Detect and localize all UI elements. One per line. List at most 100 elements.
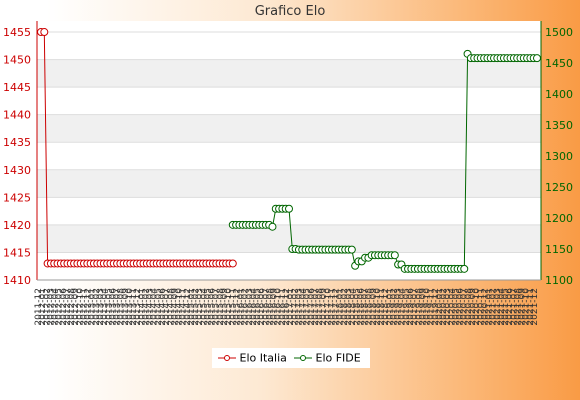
x-tick-label: 2015-04 bbox=[199, 288, 209, 326]
x-tick-label: 2017-04 bbox=[299, 288, 309, 326]
y-left-tick-label: 1425 bbox=[3, 191, 31, 204]
x-tick-label: 2017-10 bbox=[323, 288, 333, 326]
x-tick-label: 2018-02 bbox=[340, 288, 350, 326]
y-left-tick-label: 1420 bbox=[3, 219, 31, 232]
x-tick-label: 2012-12 bbox=[84, 288, 94, 326]
x-tick-label: 2019-12 bbox=[431, 288, 441, 326]
x-tick-label: 2013-10 bbox=[125, 288, 135, 326]
x-tick-label: 2018-03 bbox=[344, 288, 354, 326]
x-tick-label: 2021-09 bbox=[518, 288, 528, 326]
x-tick-label: 2012-02 bbox=[42, 288, 52, 326]
x-tick-label: 2013-01 bbox=[88, 288, 98, 326]
x-tick-label: 2015-10 bbox=[224, 288, 234, 326]
x-tick-label: 2014-08 bbox=[166, 288, 176, 326]
x-tick-label: 2014-03 bbox=[146, 288, 156, 326]
x-tick-label: 2021-07 bbox=[509, 288, 519, 326]
x-tick-label: 2018-11 bbox=[377, 288, 387, 326]
x-tick-label: 2012-03 bbox=[46, 288, 56, 326]
x-tick-label: 2019-04 bbox=[398, 288, 408, 326]
x-tick-label: 2013-06 bbox=[108, 288, 118, 326]
y-left-tick-label: 1440 bbox=[3, 109, 31, 122]
x-tick-label: 2013-09 bbox=[121, 288, 131, 326]
x-tick-label: 2020-01 bbox=[435, 288, 445, 326]
x-tick-label: 2019-05 bbox=[402, 288, 412, 326]
x-tick-label: 2013-04 bbox=[100, 288, 110, 326]
data-point-elo-fide bbox=[390, 251, 399, 260]
x-tick-label: 2017-07 bbox=[311, 288, 321, 326]
x-tick-label: 2019-06 bbox=[406, 288, 416, 326]
legend-swatch-elo-fide bbox=[294, 355, 312, 361]
y-left-tick-label: 1445 bbox=[3, 81, 31, 94]
x-tick-label: 2013-03 bbox=[96, 288, 106, 326]
x-tick-label: 2020-06 bbox=[456, 288, 466, 326]
x-tick-label: 2015-09 bbox=[220, 288, 230, 326]
data-point-elo-fide bbox=[268, 222, 277, 231]
x-tick-label: 2012-10 bbox=[75, 288, 85, 326]
x-tick-label: 2020-03 bbox=[443, 288, 453, 326]
x-tick-label: 2018-09 bbox=[369, 288, 379, 326]
x-tick-label: 2018-07 bbox=[361, 288, 371, 326]
x-tick-label: 2014-06 bbox=[158, 288, 168, 326]
x-tick-label: 2014-09 bbox=[170, 288, 180, 326]
grid-band bbox=[37, 114, 541, 143]
x-tick-label: 2018-05 bbox=[352, 288, 362, 326]
x-tick-label: 2017-03 bbox=[294, 288, 304, 326]
x-tick-label: 2015-05 bbox=[203, 288, 213, 326]
y-left-tick-label: 1410 bbox=[3, 274, 31, 287]
y-left-tick-label: 1450 bbox=[3, 54, 31, 67]
legend-item-elo-fide: Elo FIDE bbox=[294, 351, 361, 365]
x-tick-label: 2015-02 bbox=[191, 288, 201, 326]
x-tick-label: 2021-08 bbox=[513, 288, 523, 326]
x-tick-label: 2016-06 bbox=[257, 288, 267, 326]
x-tick-label: 2020-08 bbox=[464, 288, 474, 326]
x-tick-label: 2012-07 bbox=[63, 288, 73, 326]
x-tick-label: 2013-07 bbox=[113, 288, 123, 326]
x-tick-label: 2013-12 bbox=[133, 288, 143, 326]
x-tick-label: 2014-04 bbox=[150, 288, 160, 326]
legend-label-elo-fide: Elo FIDE bbox=[315, 351, 361, 365]
y-right-tick-label: 1250 bbox=[545, 181, 573, 194]
x-tick-label: 2018-06 bbox=[356, 288, 366, 326]
data-point-elo-fide bbox=[533, 54, 541, 63]
y-right-tick-label: 1150 bbox=[545, 243, 573, 256]
y-left-tick-label: 1435 bbox=[3, 136, 31, 149]
y-right-tick-label: 1100 bbox=[545, 274, 573, 287]
x-tick-label: 2015-03 bbox=[195, 288, 205, 326]
data-point-elo-italia bbox=[228, 259, 237, 268]
x-tick-label: 2015-07 bbox=[212, 288, 222, 326]
x-tick-label: 2021-11 bbox=[526, 288, 536, 326]
y-right-tick-label: 1200 bbox=[545, 212, 573, 225]
grid-band bbox=[37, 169, 541, 198]
x-tick-label: 2020-05 bbox=[451, 288, 461, 326]
x-tick-label: 2014-07 bbox=[162, 288, 172, 326]
x-tick-label: 2015-11 bbox=[228, 288, 238, 326]
x-tick-label: 2016-01 bbox=[237, 288, 247, 326]
x-tick-label: 2019-11 bbox=[427, 288, 437, 326]
x-tick-label: 2017-02 bbox=[290, 288, 300, 326]
y-left-tick-label: 1430 bbox=[3, 164, 31, 177]
x-tick-label: 2016-04 bbox=[249, 288, 259, 326]
x-tick-label: 2012-01 bbox=[38, 288, 48, 326]
x-tick-label: 2020-10 bbox=[472, 288, 482, 326]
x-tick-label: 2021-05 bbox=[501, 288, 511, 326]
x-tick-label: 2014-11 bbox=[179, 288, 189, 326]
y-left-tick-label: 1415 bbox=[3, 246, 31, 259]
x-tick-label: 2012-05 bbox=[55, 288, 65, 326]
x-tick-label: 2021-03 bbox=[493, 288, 503, 326]
x-tick-label: 2018-10 bbox=[373, 288, 383, 326]
x-tick-label: 2021-01 bbox=[485, 288, 495, 326]
x-tick-label: 2019-10 bbox=[423, 288, 433, 326]
chart-title: Grafico Elo bbox=[254, 4, 326, 19]
data-point-elo-fide bbox=[460, 264, 469, 273]
x-tick-label: 2014-05 bbox=[154, 288, 164, 326]
x-tick-label: 2017-08 bbox=[315, 288, 325, 326]
x-tick-label: 2015-06 bbox=[208, 288, 218, 326]
x-tick-label: 2020-12 bbox=[480, 288, 490, 326]
x-tick-label: 2016-11 bbox=[278, 288, 288, 326]
x-tick-label: 2014-10 bbox=[175, 288, 185, 326]
x-tick-label: 2015-12 bbox=[232, 288, 242, 326]
x-tick-label: 2021-12 bbox=[530, 288, 540, 326]
x-tick-label: 2012-06 bbox=[59, 288, 69, 326]
